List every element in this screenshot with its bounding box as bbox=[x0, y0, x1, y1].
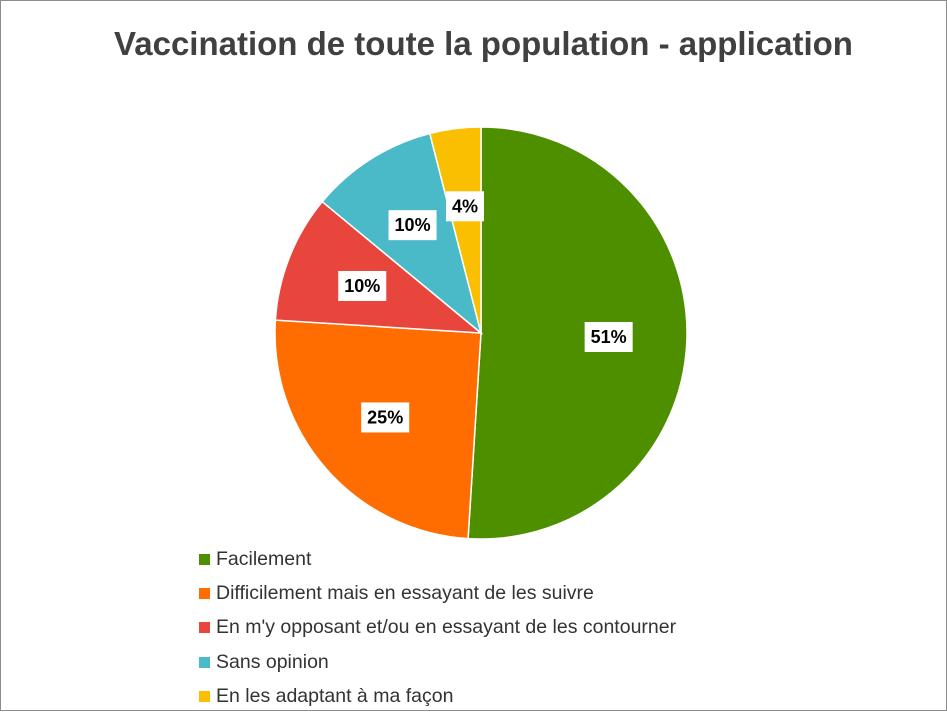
pie-data-labels: 51% 25% 10% 10% 4% bbox=[338, 191, 633, 433]
legend-item-facilement: Facilement bbox=[199, 542, 676, 576]
legend-item-sans-opinion: Sans opinion bbox=[199, 645, 676, 679]
svg-text:10%: 10% bbox=[344, 276, 380, 296]
legend-swatch bbox=[199, 622, 210, 634]
legend-label: Sans opinion bbox=[216, 650, 329, 673]
legend-swatch bbox=[199, 690, 210, 702]
legend-swatch bbox=[199, 656, 210, 668]
legend-swatch bbox=[199, 587, 210, 599]
legend-item-difficilement-mais-en-essayant-de-les-suivre: Difficilement mais en essayant de les su… bbox=[199, 576, 676, 610]
legend-item-en-les-adaptant-a-ma-facon: En les adaptant à ma façon bbox=[199, 679, 676, 713]
pie-slice-en-m-y-opposant-et-ou-en-essayant-de-les-contourner bbox=[274, 200, 484, 334]
pie-slice-facilement bbox=[467, 126, 688, 540]
pie-slice-en-les-adaptant-a-ma-facon bbox=[428, 126, 482, 334]
pie-slices bbox=[274, 126, 688, 540]
legend-label: En m'y opposant et/ou en essayant de les… bbox=[216, 616, 677, 639]
data-label-en-m-y-opposant-et-ou-en-essayant-de-les-contourner: 10% bbox=[338, 270, 387, 301]
legend-label: Facilement bbox=[216, 547, 312, 570]
legend-label: Difficilement mais en essayant de les su… bbox=[216, 581, 594, 604]
data-label-facilement: 51% bbox=[584, 322, 633, 353]
legend-swatch bbox=[199, 553, 210, 565]
svg-text:51%: 51% bbox=[591, 327, 627, 347]
data-label-en-les-adaptant-a-ma-facon: 4% bbox=[445, 191, 485, 222]
chart-legend: Facilement Difficilement mais en essayant… bbox=[199, 542, 676, 713]
svg-text:25%: 25% bbox=[367, 407, 403, 427]
svg-text:4%: 4% bbox=[452, 196, 478, 216]
data-label-sans-opinion: 10% bbox=[388, 210, 437, 241]
legend-label: En les adaptant à ma façon bbox=[216, 684, 454, 707]
data-label-difficilement-mais-en-essayant-de-les-suivre: 25% bbox=[361, 402, 410, 433]
legend-item-en-m-y-opposant-et-ou-en-essayant-de-les-contourner: En m'y opposant et/ou en essayant de les… bbox=[199, 611, 676, 645]
svg-text:10%: 10% bbox=[395, 215, 431, 235]
chart-title: Vaccination de toute la population - app… bbox=[114, 25, 853, 62]
